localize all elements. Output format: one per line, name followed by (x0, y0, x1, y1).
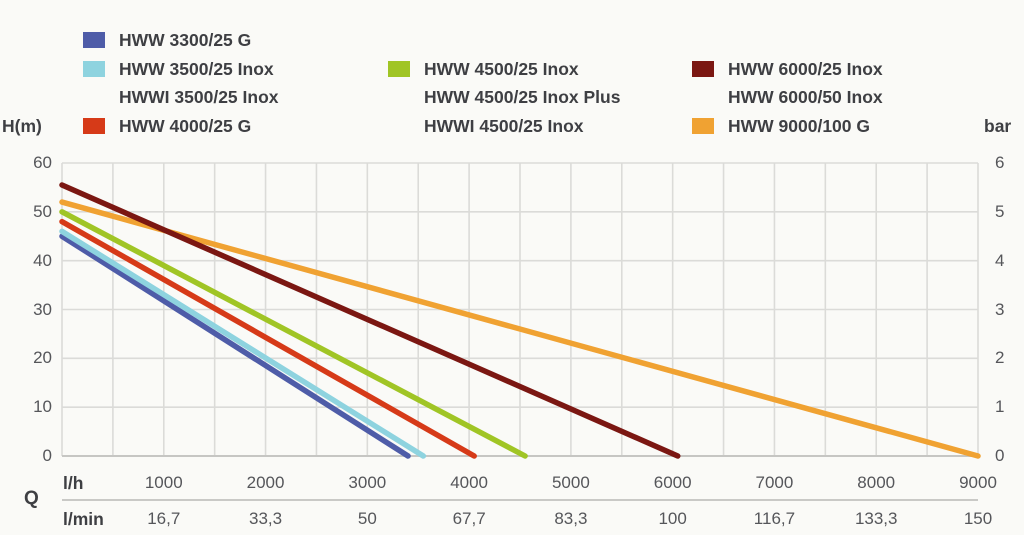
legend-swatch-hww-3300-25-g (83, 32, 105, 48)
flow-unit-lh-label: l/h (63, 473, 84, 493)
right-axis-title: bar (984, 116, 1012, 136)
q-axis-title: Q (24, 488, 39, 509)
legend-label-hww-6000-25-inox: HWW 6000/25 Inox (728, 58, 883, 79)
y-right-tick-label: 6 (995, 153, 1005, 172)
legend-swatch-hww-3500-25-inox (83, 60, 105, 77)
x-tick-label-lmin: 33,3 (249, 509, 283, 528)
y-right-tick-label: 1 (995, 397, 1005, 417)
y-left-tick-label: 20 (33, 348, 52, 368)
x-tick-label-lh: 5000 (551, 473, 590, 492)
x-tick-label-lmin: 133,3 (854, 509, 898, 528)
legend-label-hww-3300-25-g: HWW 3300/25 G (119, 30, 252, 50)
y-left-tick-label: 50 (33, 201, 52, 221)
x-tick-label-lh: 4000 (450, 473, 489, 492)
y-right-tick-label: 4 (995, 250, 1005, 270)
y-left-tick-label: 60 (33, 153, 52, 172)
x-tick-label-lmin: 16,7 (147, 509, 181, 528)
x-tick-label-lh: 3000 (348, 473, 387, 492)
y-right-tick-label: 5 (995, 201, 1005, 221)
legend-label-hww-9000-100-g: HWW 9000/100 G (728, 116, 870, 137)
x-tick-label-lmin: 150 (963, 509, 993, 528)
y-left-tick-label: 0 (42, 446, 52, 465)
x-tick-label-lh: 8000 (857, 473, 896, 492)
x-tick-label-lmin: 83,3 (554, 509, 588, 528)
flow-axis-separator (62, 499, 978, 501)
series-line-hww-3300-25-g (59, 233, 411, 459)
legend-swatch-hww-4000-25-g (83, 118, 105, 135)
legend-label-hww-4500-25-inox-plus: HWW 4500/25 Inox Plus (424, 87, 621, 108)
x-tick-label-lh: 9000 (959, 473, 997, 492)
flow-unit-lmin-label: l/min (63, 509, 104, 529)
series-line-hww-9000-100-g (59, 199, 981, 459)
legend-label-hww-6000-50-inox: HWW 6000/50 Inox (728, 87, 883, 108)
legend-swatch-hww-6000-25-inox (692, 60, 714, 77)
x-tick-label-lmin: 100 (658, 509, 687, 528)
series-line-hww-4500-25-inox (59, 209, 528, 459)
legend-label-hww-3500-25-inox: HWW 3500/25 Inox (119, 58, 274, 79)
x-tick-label-lmin: 116,7 (753, 509, 796, 528)
series-line-hww-6000-25-inox (59, 182, 681, 459)
legend-label-hww-4500-25-inox: HWW 4500/25 Inox (424, 58, 579, 79)
series-line-hww-4000-25-g (59, 218, 477, 459)
y-right-tick-label: 0 (995, 446, 1005, 465)
y-left-tick-label: 40 (33, 250, 52, 270)
legend-label-hwwi-3500-25-inox: HWWI 3500/25 Inox (119, 87, 279, 108)
x-tick-label-lh: 6000 (653, 473, 692, 492)
x-tick-label-lmin: 50 (357, 509, 377, 528)
x-tick-label-lh: 1000 (144, 473, 183, 492)
legend-swatch-hww-9000-100-g (692, 118, 714, 135)
x-tick-label-lh: 2000 (246, 473, 285, 492)
x-tick-label-lmin: 67,7 (452, 509, 486, 528)
series-line-hww-3500-25-inox (59, 228, 427, 459)
y-left-tick-label: 30 (33, 299, 52, 319)
legend-swatch-hww-4500-25-inox (388, 60, 410, 77)
y-left-tick-label: 10 (33, 397, 52, 417)
left-axis-title: H(m) (2, 116, 42, 136)
y-right-tick-label: 3 (995, 299, 1005, 319)
y-right-tick-label: 2 (995, 348, 1005, 368)
legend-label-hww-4000-25-g: HWW 4000/25 G (119, 116, 252, 137)
legend-label-hwwi-4500-25-inox: HWWI 4500/25 Inox (424, 116, 584, 137)
x-tick-label-lh: 7000 (755, 473, 794, 492)
